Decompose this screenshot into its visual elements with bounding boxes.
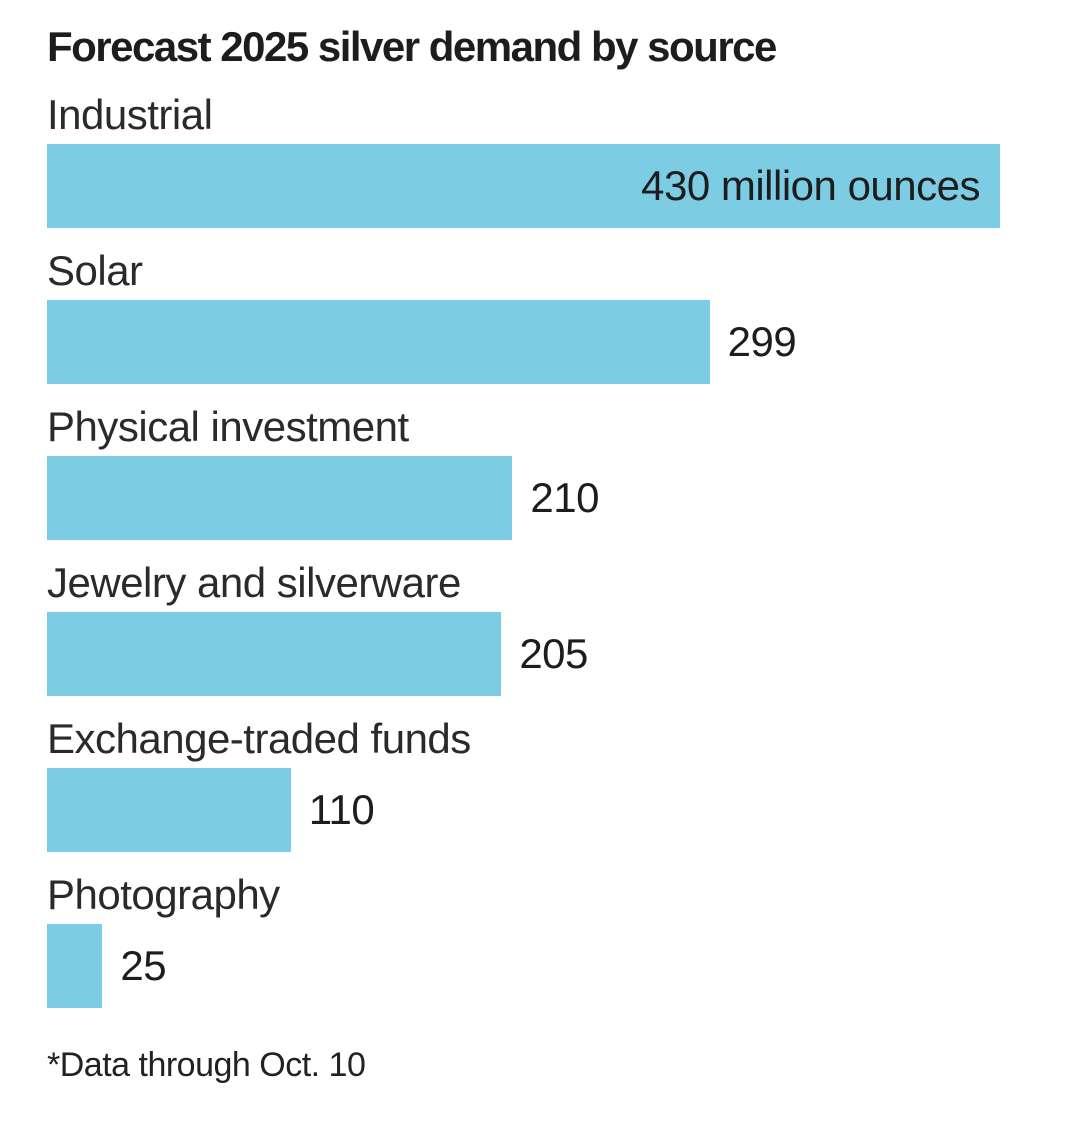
bar-photography — [47, 924, 103, 1009]
bar-track: 299 — [47, 300, 1000, 385]
chart-container: Forecast 2025 silver demand by source In… — [47, 23, 1000, 1085]
bar-etf — [47, 768, 291, 853]
bar-track: 210 — [47, 456, 1000, 541]
category-label-physical-investment: Physical investment — [47, 403, 409, 451]
bar-row-industrial: Industrial 430 million ounces — [47, 91, 1000, 229]
bar-row-physical-investment: Physical investment 210 — [47, 403, 1000, 541]
category-label-jewelry: Jewelry and silverware — [47, 559, 461, 607]
bar-industrial: 430 million ounces — [47, 144, 1000, 229]
bar-row-jewelry: Jewelry and silverware 205 — [47, 559, 1000, 697]
bar-track: 25 — [47, 924, 1000, 1009]
bar-jewelry — [47, 612, 502, 697]
bar-solar — [47, 300, 710, 385]
bar-track: 110 — [47, 768, 1000, 853]
value-label-industrial: 430 million ounces — [641, 162, 980, 210]
category-label-etf: Exchange-traded funds — [47, 715, 471, 763]
chart-footnote: *Data through Oct. 10 — [47, 1046, 366, 1085]
category-label-solar: Solar — [47, 247, 143, 295]
value-label-jewelry: 205 — [519, 630, 588, 678]
category-label-industrial: Industrial — [47, 91, 213, 139]
bar-row-photography: Photography 25 — [47, 871, 1000, 1009]
category-label-photography: Photography — [47, 871, 280, 919]
bar-track: 205 — [47, 612, 1000, 697]
bar-track: 430 million ounces — [47, 144, 1000, 229]
bar-row-etf: Exchange-traded funds 110 — [47, 715, 1000, 853]
bar-row-solar: Solar 299 — [47, 247, 1000, 385]
value-label-photography: 25 — [120, 942, 167, 990]
value-label-solar: 299 — [727, 318, 797, 366]
bar-physical-investment — [47, 456, 513, 541]
chart-title: Forecast 2025 silver demand by source — [47, 23, 777, 70]
value-label-etf: 110 — [308, 786, 375, 834]
value-label-physical-investment: 210 — [530, 474, 599, 522]
